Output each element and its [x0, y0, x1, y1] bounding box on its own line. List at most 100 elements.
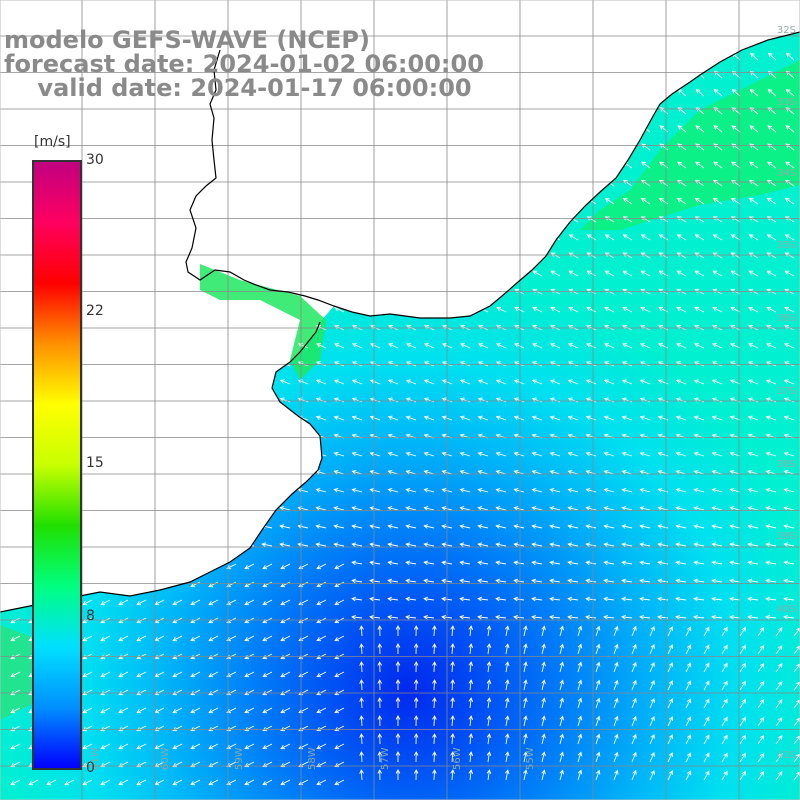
- wind-arrowhead: [567, 415, 573, 420]
- wind-arrowhead: [495, 397, 501, 402]
- wind-arrowhead: [639, 560, 645, 566]
- wind-arrowhead: [486, 625, 492, 631]
- wind-arrowhead: [694, 270, 700, 275]
- wind-arrowhead: [747, 488, 753, 493]
- wind-arrowhead: [10, 726, 16, 732]
- wind-arrow: [154, 635, 165, 641]
- wind-arrowhead: [10, 708, 16, 714]
- wind-arrow: [775, 717, 783, 727]
- wind-arrow: [695, 179, 705, 187]
- wind-arrow: [496, 489, 507, 493]
- wind-arrow: [360, 625, 363, 637]
- wind-arrow: [640, 561, 651, 565]
- wind-arrowhead: [747, 578, 753, 584]
- wind-arrowhead: [441, 451, 447, 457]
- wind-arrowhead: [639, 614, 644, 620]
- wind-arrowhead: [315, 506, 321, 511]
- wind-arrow: [640, 543, 651, 547]
- wind-arrowhead: [387, 433, 393, 439]
- wind-arrowhead: [595, 769, 601, 775]
- wind-arrowhead: [705, 698, 710, 704]
- wind-arrow: [568, 379, 579, 385]
- wind-arrow: [469, 716, 472, 727]
- wind-arrow: [739, 699, 746, 709]
- wind-arrow: [487, 716, 490, 727]
- wind-arrow: [694, 470, 705, 475]
- wind-arrow: [604, 507, 615, 511]
- wind-arrow: [604, 525, 615, 529]
- wind-arrow: [550, 307, 561, 313]
- wind-arrowhead: [369, 578, 375, 584]
- wind-arrow: [658, 361, 669, 367]
- wind-arrowhead: [595, 697, 601, 703]
- wind-arrowhead: [559, 715, 564, 721]
- wind-arrowhead: [614, 751, 619, 757]
- wind-arrowhead: [298, 343, 303, 348]
- wind-arrow: [532, 361, 543, 367]
- wind-arrowhead: [387, 488, 393, 493]
- wind-arrowhead: [531, 415, 537, 420]
- wind-arrowhead: [693, 488, 699, 493]
- wind-arrowhead: [369, 397, 375, 402]
- wind-arrowhead: [226, 636, 232, 642]
- wind-arrowhead: [549, 524, 555, 529]
- wind-arrow: [622, 507, 633, 511]
- wind-arrow: [514, 489, 525, 493]
- wind-arrow: [766, 270, 777, 277]
- wind-arrow: [739, 645, 746, 655]
- wind-arrowhead: [334, 600, 340, 606]
- wind-arrow: [451, 715, 454, 727]
- wind-arrowhead: [478, 306, 484, 312]
- wind-arrowhead: [778, 627, 783, 632]
- wind-arrowhead: [741, 626, 746, 632]
- wind-arrow: [298, 779, 309, 785]
- wind-arrowhead: [603, 560, 609, 566]
- wind-arrow: [118, 689, 129, 695]
- wind-arrowhead: [136, 690, 142, 696]
- wind-arrowhead: [730, 306, 736, 312]
- wind-arrow: [577, 662, 582, 673]
- wind-arrowhead: [668, 752, 673, 757]
- wind-arrowhead: [705, 626, 710, 632]
- wind-arrow: [550, 416, 561, 421]
- wind-arrowhead: [504, 751, 510, 757]
- wind-arrowhead: [495, 560, 501, 566]
- wind-arrow: [226, 707, 237, 713]
- wind-arrowhead: [190, 582, 196, 588]
- wind-arrow: [388, 598, 399, 601]
- wind-arrow: [10, 779, 21, 785]
- wind-arrow: [226, 581, 237, 587]
- wind-arrowhead: [315, 397, 321, 402]
- wind-arrow: [262, 543, 273, 547]
- wind-arrowhead: [423, 433, 429, 439]
- wind-arrowhead: [377, 679, 383, 684]
- wind-arrow: [712, 525, 723, 529]
- wind-arrowhead: [640, 234, 646, 239]
- wind-arrowhead: [262, 564, 268, 570]
- wind-arrow: [559, 698, 564, 709]
- wind-arrowhead: [785, 88, 791, 94]
- wind-arrow: [280, 563, 291, 569]
- wind-arrow: [298, 563, 309, 569]
- wind-arrowhead: [741, 716, 746, 722]
- wind-arrowhead: [504, 715, 510, 721]
- wind-arrow: [505, 698, 509, 709]
- wind-arrow: [604, 489, 615, 493]
- wind-arrow: [280, 543, 291, 547]
- wind-arrow: [568, 398, 579, 403]
- wind-arrowhead: [559, 625, 564, 631]
- wind-arrow: [604, 379, 615, 385]
- wind-arrow: [749, 216, 759, 223]
- wind-arrow: [496, 307, 507, 313]
- wind-arrowhead: [541, 733, 546, 739]
- wind-arrowhead: [118, 636, 124, 642]
- wind-arrow: [784, 507, 795, 511]
- wind-arrow: [334, 489, 345, 493]
- wind-arrow: [730, 489, 741, 493]
- wind-arrowhead: [668, 644, 673, 649]
- wind-arrow: [298, 525, 309, 529]
- wind-arrowhead: [784, 306, 790, 312]
- wind-arrow: [514, 398, 525, 403]
- wind-arrowhead: [441, 379, 447, 384]
- wind-arrow: [703, 663, 710, 673]
